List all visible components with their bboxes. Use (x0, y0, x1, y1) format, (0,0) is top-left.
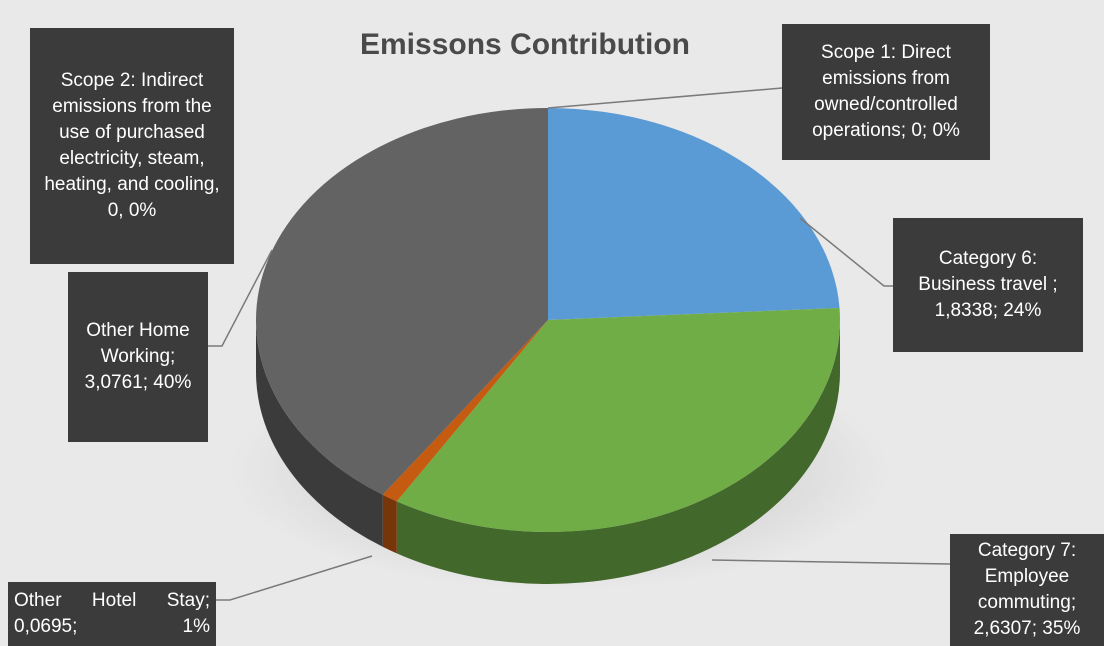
slice-category-6-business-travel (548, 108, 840, 320)
leader-scope2 (208, 249, 273, 347)
slice-label-hotel-stay: Other Hotel Stay; 0,0695; 1% (8, 582, 216, 646)
slice-category-7-employee-commuting (396, 307, 840, 532)
slice-label-scope2: Scope 2: Indirect emissions from the use… (30, 28, 234, 264)
leader-scope1 (547, 87, 783, 109)
slice-label-business-travel: Category 6: Business travel ; 1,8338; 24… (893, 218, 1083, 352)
slice-side-category-7-employee-commuting (396, 320, 840, 584)
slice-side-other-hotel-stay (382, 494, 397, 554)
leader-employee-commuting (711, 559, 951, 565)
slice-label-scope1: Scope 1: Direct emissions from owned/con… (782, 24, 990, 160)
slice-label-home-working: Other Home Working; 3,0761; 40% (68, 272, 208, 442)
slice-side-other-home-working (256, 320, 383, 547)
slice-label-employee-commuting: Category 7: Employee commuting; 2,6307; … (950, 534, 1104, 646)
leader-hotel-stay (216, 555, 373, 601)
leader-business-travel (799, 217, 893, 287)
slice-other-home-working (255, 108, 548, 495)
chart-title: Emissons Contribution (360, 28, 690, 61)
slice-other-hotel-stay (382, 320, 548, 502)
